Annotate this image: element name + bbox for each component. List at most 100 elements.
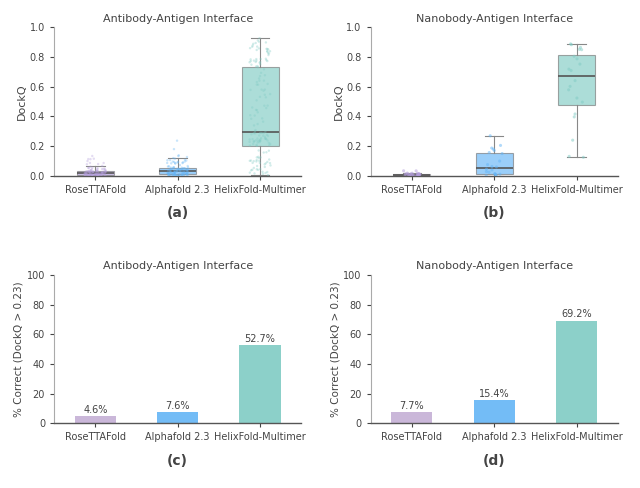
Point	[178, 164, 188, 172]
Point	[260, 133, 270, 141]
Point	[84, 172, 94, 180]
Text: (a): (a)	[166, 206, 189, 221]
Point	[168, 171, 178, 179]
Point	[83, 155, 93, 163]
Point	[83, 168, 93, 176]
Point	[264, 50, 274, 58]
Point	[82, 171, 92, 179]
Point	[258, 118, 268, 125]
Point	[163, 163, 173, 170]
Point	[168, 172, 178, 180]
Point	[570, 77, 580, 84]
Text: 4.6%: 4.6%	[83, 405, 108, 415]
Point	[92, 166, 102, 174]
Point	[182, 162, 193, 170]
Point	[255, 72, 265, 80]
Point	[169, 145, 179, 153]
Point	[402, 169, 412, 177]
Point	[250, 112, 260, 120]
Point	[251, 137, 261, 144]
Point	[175, 170, 185, 178]
Point	[86, 166, 97, 174]
Point	[164, 171, 175, 179]
Point	[182, 169, 192, 177]
Point	[413, 171, 424, 179]
Point	[260, 55, 271, 62]
Point	[177, 170, 188, 178]
Point	[172, 137, 182, 144]
Point	[566, 41, 577, 49]
Point	[257, 129, 267, 137]
Point	[88, 171, 98, 179]
PathPatch shape	[77, 171, 114, 175]
Point	[255, 159, 265, 167]
Point	[263, 49, 273, 57]
Point	[261, 135, 271, 143]
Point	[98, 170, 108, 178]
Point	[569, 52, 579, 60]
Point	[167, 165, 177, 173]
Point	[92, 171, 102, 179]
Point	[252, 81, 262, 88]
Point	[403, 171, 413, 179]
Point	[92, 171, 102, 179]
Point	[247, 166, 257, 174]
Point	[252, 106, 262, 114]
Text: 7.7%: 7.7%	[399, 401, 424, 411]
Point	[97, 162, 108, 170]
Point	[413, 171, 423, 179]
Y-axis label: DockQ: DockQ	[333, 83, 344, 120]
Point	[84, 171, 94, 179]
Point	[100, 167, 111, 175]
Point	[164, 163, 174, 170]
Point	[244, 142, 255, 149]
Point	[251, 62, 261, 70]
Point	[253, 120, 263, 128]
Point	[259, 149, 269, 157]
Point	[172, 165, 182, 173]
Point	[254, 34, 264, 42]
Point	[260, 39, 271, 46]
Point	[169, 171, 179, 179]
Point	[85, 159, 95, 167]
Title: Antibody-Antigen Interface: Antibody-Antigen Interface	[102, 14, 253, 24]
Point	[564, 86, 574, 94]
Point	[250, 39, 260, 47]
Point	[170, 171, 180, 179]
Point	[88, 168, 99, 176]
Point	[84, 168, 94, 176]
Point	[170, 169, 180, 177]
Point	[182, 153, 192, 161]
Title: Nanobody-Antigen Interface: Nanobody-Antigen Interface	[415, 262, 573, 271]
Point	[169, 158, 179, 166]
Point	[170, 168, 180, 176]
Point	[252, 97, 262, 104]
Point	[574, 45, 584, 53]
Point	[246, 61, 257, 69]
Point	[265, 47, 275, 55]
Point	[265, 90, 275, 98]
Point	[97, 169, 107, 177]
Point	[262, 131, 272, 139]
Point	[257, 86, 267, 94]
Point	[175, 165, 186, 173]
Point	[100, 166, 110, 174]
Point	[88, 167, 98, 175]
Point	[247, 103, 257, 111]
Point	[254, 77, 264, 84]
Point	[253, 37, 263, 44]
Point	[252, 158, 262, 165]
Point	[404, 172, 415, 180]
Point	[412, 172, 422, 180]
Point	[257, 168, 268, 176]
Point	[260, 91, 270, 99]
Point	[253, 81, 263, 89]
Point	[82, 161, 92, 168]
Point	[88, 168, 98, 176]
Point	[95, 171, 106, 179]
Point	[100, 171, 111, 179]
Point	[263, 132, 273, 140]
Point	[87, 171, 97, 179]
Point	[266, 162, 276, 169]
Point	[254, 75, 264, 82]
